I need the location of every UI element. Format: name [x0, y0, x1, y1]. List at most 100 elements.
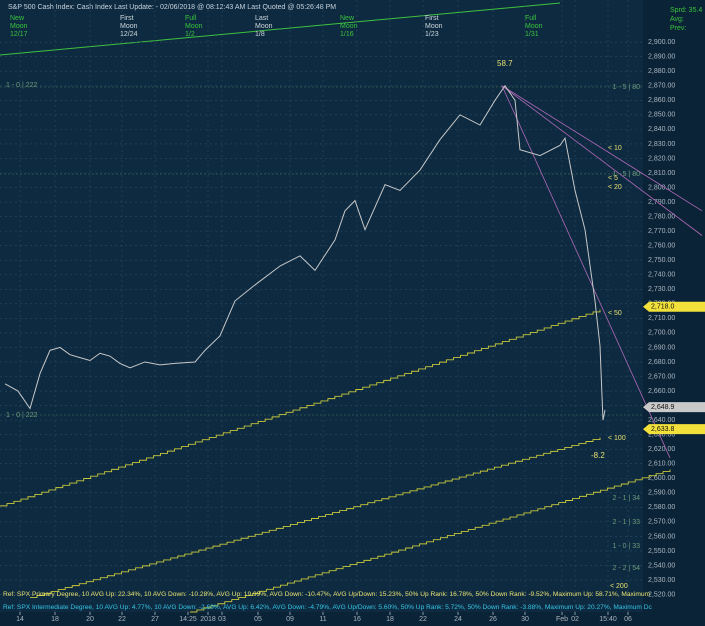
x-tick-label: 18 — [386, 616, 394, 623]
y-tick-label: 2,550.00 — [648, 548, 675, 555]
trend-label: < 10 — [608, 145, 622, 152]
ma-label: < 50 — [608, 310, 622, 317]
trendline — [501, 85, 703, 212]
y-tick-label: 2,740.00 — [648, 272, 675, 279]
moon-cell: Moon — [185, 23, 203, 30]
x-tick-label: 06 — [624, 616, 632, 623]
x-tick-label: 14 — [16, 616, 24, 623]
y-tick-label: 2,620.00 — [648, 446, 675, 453]
moon-cell: 12/17 — [10, 31, 28, 38]
moving-average — [30, 437, 601, 598]
x-tick-label: 02 — [571, 616, 579, 623]
y-tick-label: 2,850.00 — [648, 112, 675, 119]
moon-cell: 1/31 — [525, 31, 539, 38]
y-tick-label: 2,760.00 — [648, 243, 675, 250]
stat: Avg: — [670, 16, 684, 23]
level-label: 2 - 2 | 54 — [612, 565, 640, 572]
y-tick-label: 2,590.00 — [648, 490, 675, 497]
trend-label: < 5 — [608, 175, 618, 182]
moon-cell: First — [425, 15, 439, 22]
moving-average — [0, 309, 601, 507]
y-tick-label: 2,860.00 — [648, 97, 675, 104]
price-marker — [643, 424, 705, 435]
x-tick-label: 26 — [489, 616, 497, 623]
x-tick-label: 22 — [419, 616, 427, 623]
x-tick-label: Feb — [556, 616, 568, 623]
y-tick-label: 2,710.00 — [648, 315, 675, 322]
x-tick-label: 20 — [86, 616, 94, 623]
x-tick-label: 11 — [319, 616, 326, 623]
y-tick-label: 2,770.00 — [648, 228, 675, 235]
y-tick-label: 2,840.00 — [648, 126, 675, 133]
moon-cell: 1/23 — [425, 31, 439, 38]
note: Ref: SPX Intermediate Degree, 10 AVG Up:… — [3, 604, 653, 611]
price-marker-label: 2,648.9 — [651, 404, 674, 411]
stat: Prev: — [670, 25, 686, 32]
x-tick-label: 27 — [151, 616, 159, 623]
moon-cell: Moon — [525, 23, 543, 30]
ma-label: < 100 — [608, 435, 626, 442]
y-tick-label: 2,610.00 — [648, 461, 675, 468]
moon-cell: 1/16 — [340, 31, 354, 38]
x-tick-label: 14:25 — [179, 616, 197, 623]
moon-cell: New — [340, 15, 355, 22]
moon-cell: Moon — [120, 23, 138, 30]
moon-cell: New — [10, 15, 25, 22]
x-tick-label: 24 — [454, 616, 462, 623]
trendline — [501, 85, 671, 459]
annotation: -8.2 — [591, 451, 605, 460]
y-tick-label: 2,560.00 — [648, 533, 675, 540]
header: S&P 500 Cash Index: Cash Index Last Upda… — [8, 4, 336, 11]
price-line — [4, 84, 606, 421]
moon-cell: 1/2 — [185, 31, 195, 38]
level-label: 1 - 0 | 222 — [6, 412, 38, 419]
y-tick-label: 2,530.00 — [648, 577, 675, 584]
y-tick-label: 2,600.00 — [648, 475, 675, 482]
level-label: 1 - 0 | 33 — [612, 543, 640, 550]
level-label: 1 - 0 | 222 — [6, 82, 38, 89]
moving-average — [190, 469, 671, 613]
y-tick-label: 2,800.00 — [648, 184, 675, 191]
x-tick-label: 09 — [286, 616, 294, 623]
y-tick-label: 2,670.00 — [648, 373, 675, 380]
moon-cell: First — [120, 15, 134, 22]
moon-cell: 1/8 — [255, 31, 265, 38]
x-tick-label: 30 — [521, 616, 529, 623]
x-tick-label: 18 — [51, 616, 59, 623]
level-label: 1 - 5 | 80 — [612, 84, 640, 91]
moon-cell: Moon — [425, 23, 443, 30]
channel-line — [0, 2, 561, 56]
y-tick-label: 2,890.00 — [648, 54, 675, 61]
price-marker — [643, 402, 705, 413]
x-tick-label: 15:40 — [599, 616, 617, 623]
y-tick-label: 2,880.00 — [648, 68, 675, 75]
time-axis-panel — [0, 612, 705, 626]
y-tick-label: 2,680.00 — [648, 359, 675, 366]
level-label: 2 - 1 | 34 — [612, 495, 640, 502]
y-tick-label: 2,580.00 — [648, 504, 675, 511]
price-marker — [643, 301, 705, 312]
y-tick-label: 2,520.00 — [648, 591, 675, 598]
moon-cell: Last — [255, 15, 268, 22]
moon-cell: Moon — [340, 23, 358, 30]
x-tick-label: 05 — [254, 616, 262, 623]
price-marker-label: 2,633.8 — [651, 426, 674, 433]
x-tick-label: 03 — [218, 616, 226, 623]
y-tick-label: 2,820.00 — [648, 155, 675, 162]
price-axis-panel — [643, 0, 705, 626]
y-tick-label: 2,730.00 — [648, 286, 675, 293]
y-tick-label: 2,780.00 — [648, 213, 675, 220]
x-tick-label: 22 — [118, 616, 126, 623]
price-marker-label: 2,718.0 — [651, 304, 674, 311]
y-tick-label: 2,660.00 — [648, 388, 675, 395]
y-tick-label: 2,630.00 — [648, 431, 675, 438]
y-tick-label: 2,540.00 — [648, 562, 675, 569]
trendline — [501, 85, 703, 236]
trend-label: < 20 — [608, 184, 622, 191]
annotation: 58.7 — [497, 59, 513, 68]
y-tick-label: 2,830.00 — [648, 141, 675, 148]
level-label: 1 - 5 | 80 — [612, 171, 640, 178]
y-tick-label: 2,900.00 — [648, 39, 675, 46]
